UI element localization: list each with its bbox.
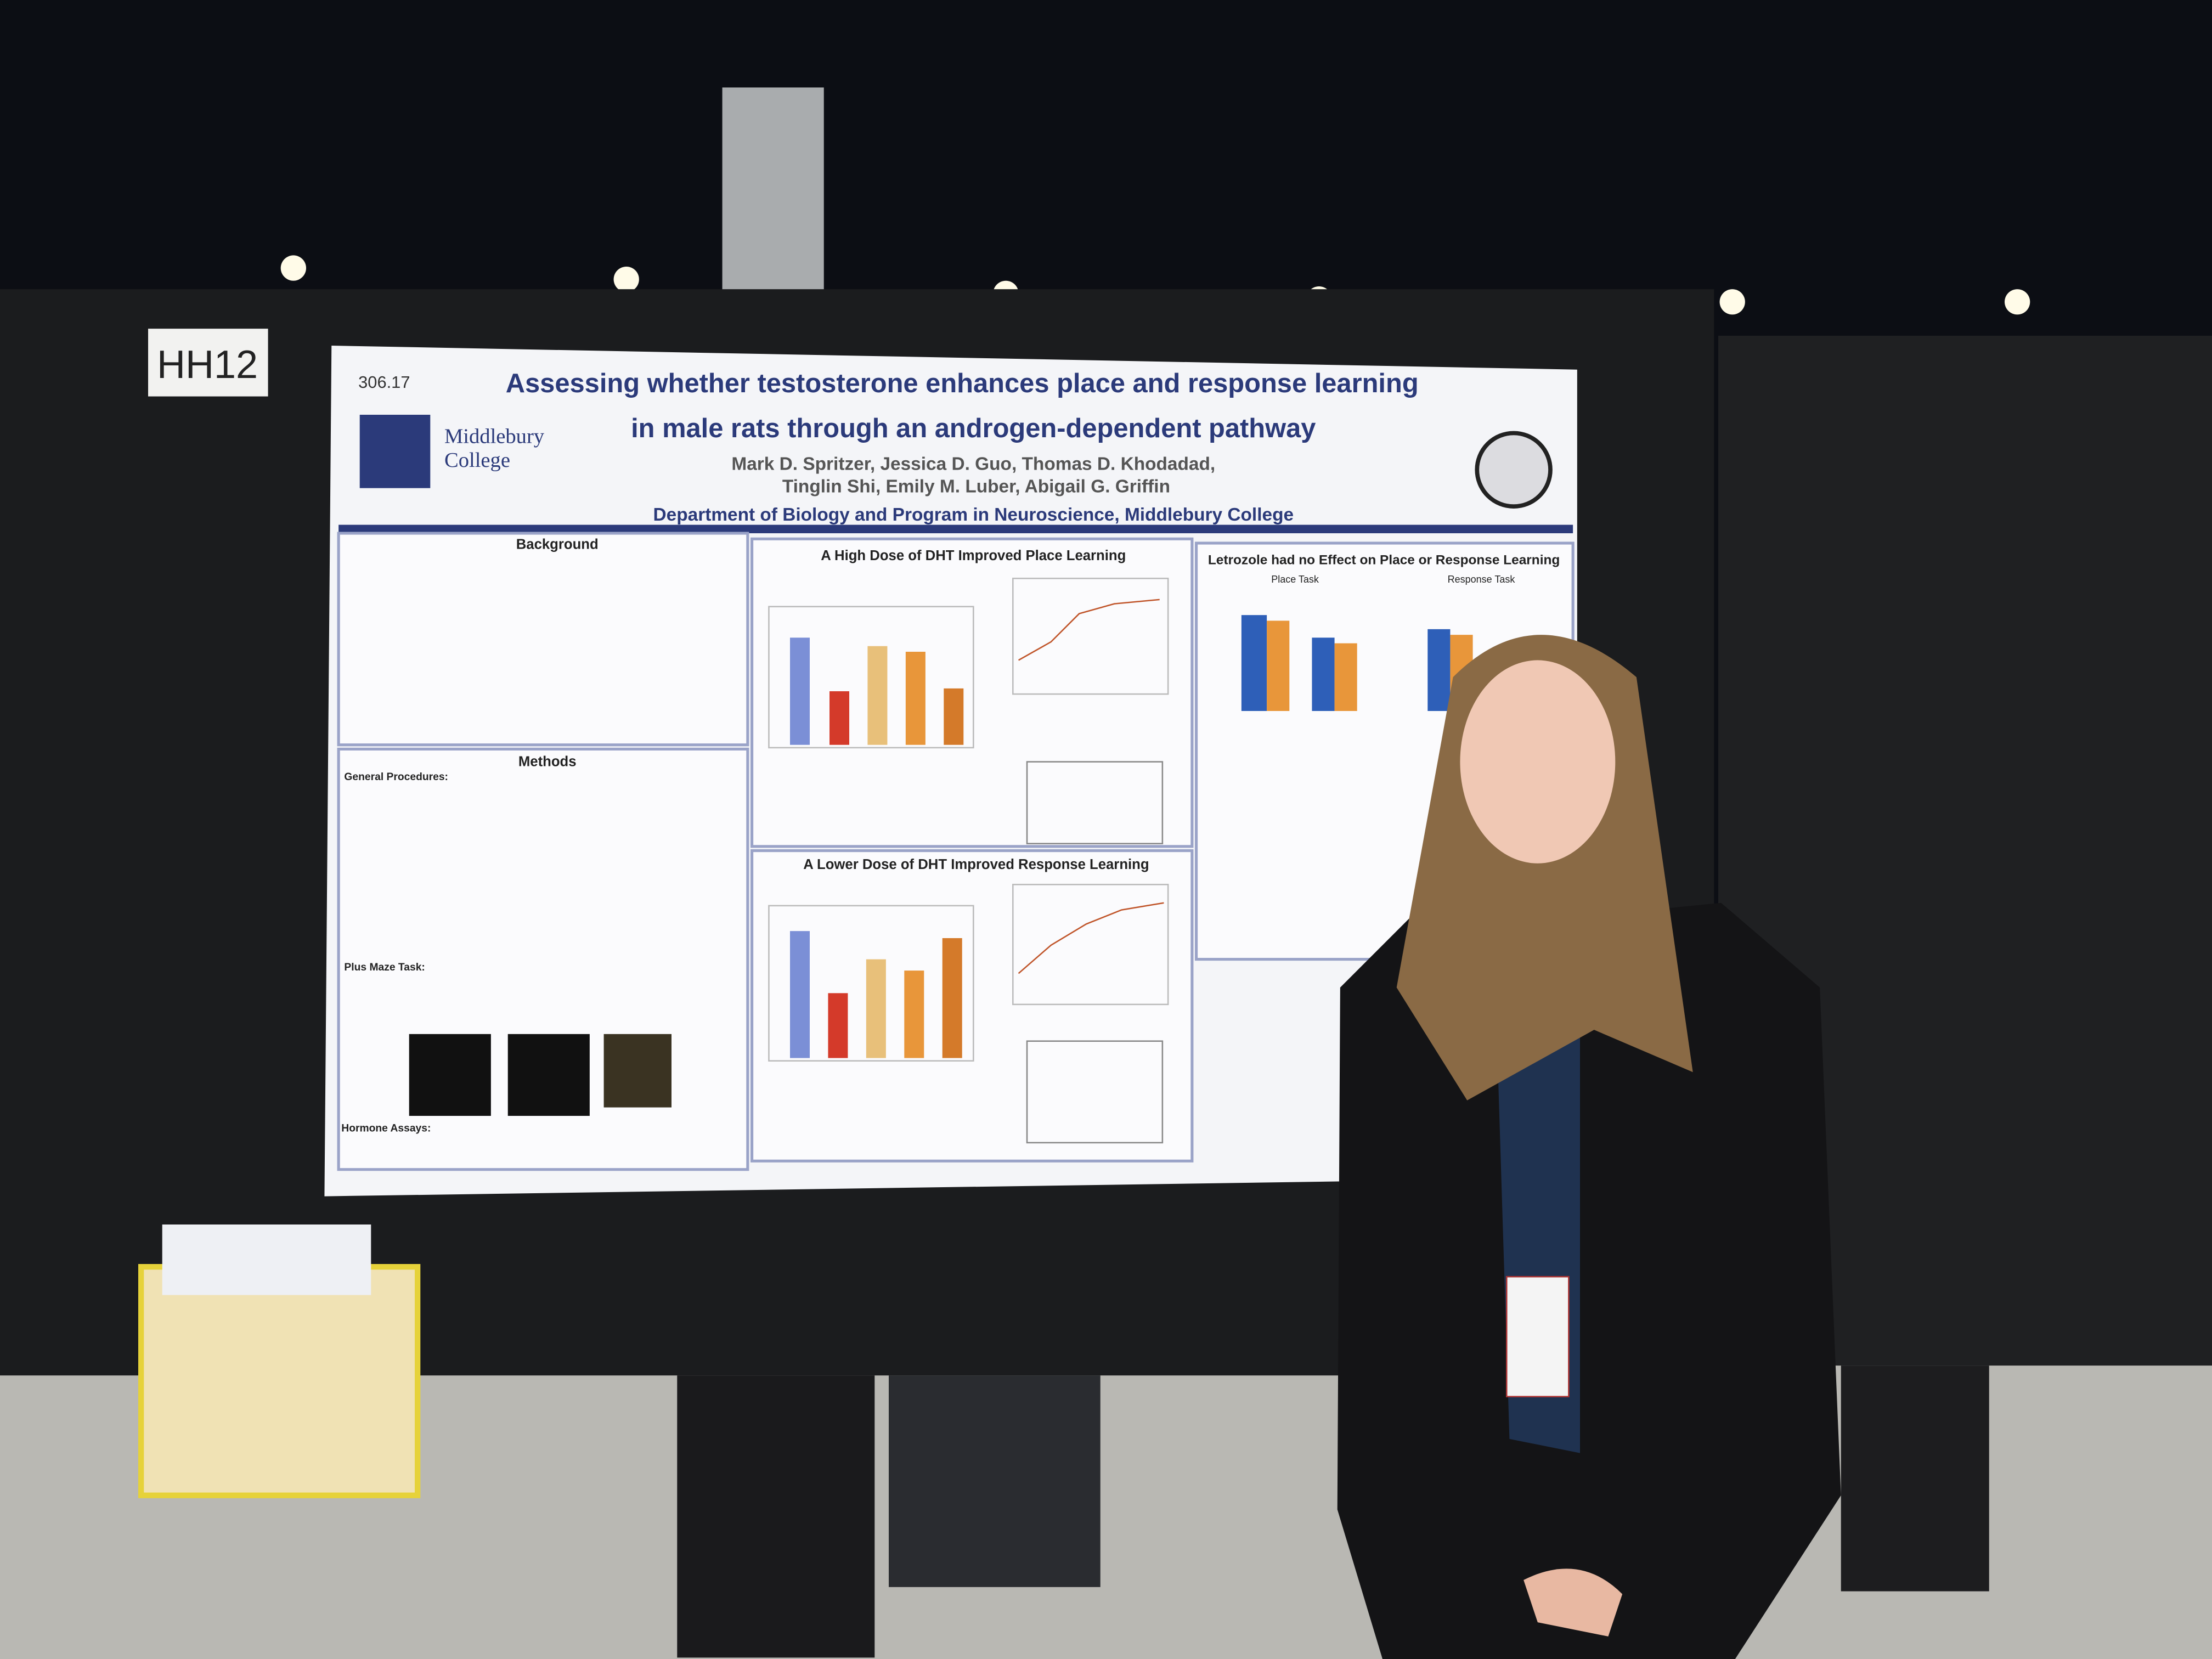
booth-label: HH12: [157, 343, 258, 387]
authors: Mark D. Spritzer, Jessica D. Guo, Thomas…: [731, 454, 1215, 474]
folder: [138, 1264, 421, 1498]
poster-title: in male rats through an androgen-depende…: [631, 414, 1316, 443]
section-heading: Methods: [518, 754, 577, 769]
person-legs: [677, 1375, 875, 1658]
panels: [337, 532, 1575, 1171]
authors: Tinglin Shi, Emily M. Luber, Abigail G. …: [782, 476, 1170, 496]
poster-number: 306.17: [358, 373, 410, 392]
booth-sign: [148, 329, 268, 397]
society-logo: [1475, 431, 1553, 509]
department: Department of Biology and Program in Neu…: [653, 505, 1294, 525]
handouts: [162, 1224, 371, 1295]
college-logo: [359, 415, 431, 488]
institution: Middlebury: [444, 425, 545, 448]
person: [1337, 635, 1841, 1659]
subheading: Hormone Assays:: [341, 1122, 431, 1134]
institution: College: [444, 449, 510, 472]
subheading: General Procedures:: [344, 771, 448, 783]
subheading: Response Task: [1448, 574, 1516, 585]
section-heading: A Lower Dose of DHT Improved Response Le…: [803, 857, 1149, 872]
subheading: Place Task: [1271, 574, 1319, 585]
poster-title: Assessing whether testosterone enhances …: [506, 369, 1419, 398]
section-heading: A High Dose of DHT Improved Place Learni…: [821, 548, 1126, 563]
person-legs: [1841, 1365, 1989, 1592]
section-heading: Background: [516, 537, 599, 552]
person-legs: [889, 1375, 1101, 1587]
pillar: [722, 87, 824, 328]
subheading: Plus Maze Task:: [344, 962, 425, 973]
poster-figures: [409, 578, 1473, 1144]
section-heading: Letrozole had no Effect on Place or Resp…: [1208, 553, 1560, 568]
poster-divider: [338, 524, 1573, 533]
badge: [1506, 1276, 1570, 1397]
